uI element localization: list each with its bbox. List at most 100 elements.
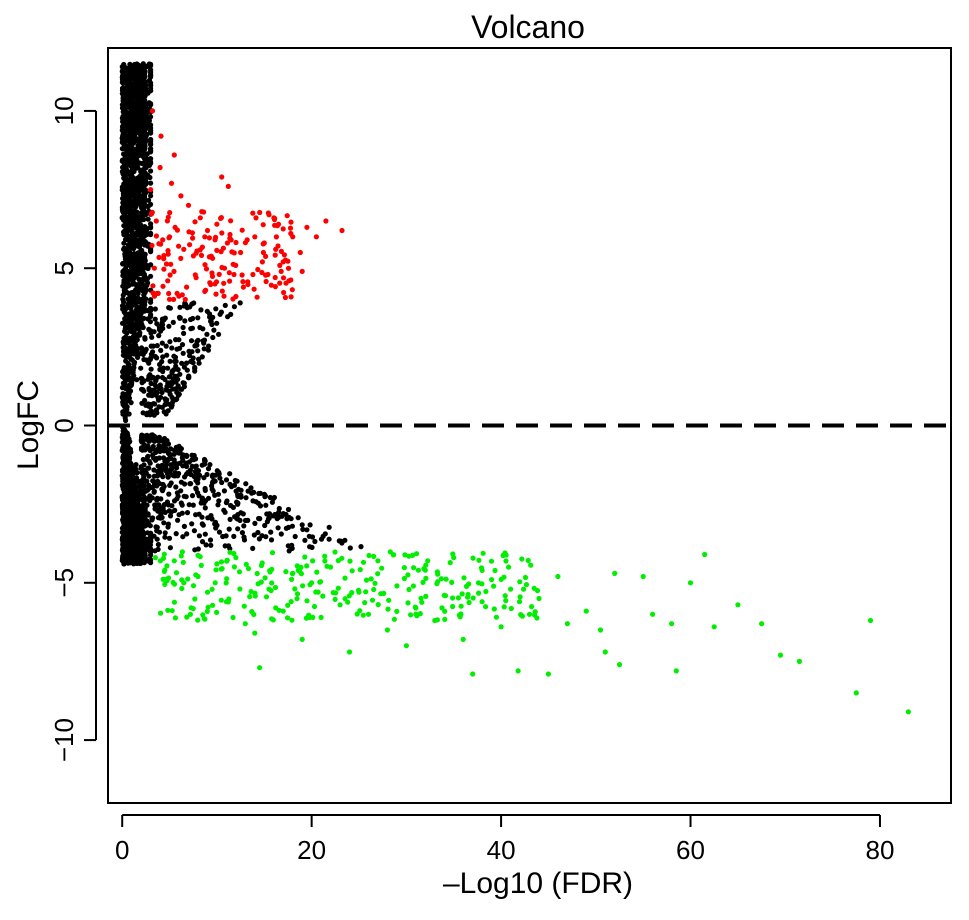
- point-not-significant: [192, 468, 198, 475]
- point-up: [218, 215, 224, 221]
- point-up: [224, 240, 230, 246]
- point-not-significant: [124, 156, 130, 163]
- point-down: [516, 599, 523, 605]
- point-down: [337, 602, 343, 608]
- point-down: [470, 595, 476, 601]
- point-not-significant: [159, 389, 165, 395]
- point-not-significant: [312, 538, 318, 545]
- point-down: [432, 617, 438, 624]
- point-not-significant: [121, 127, 127, 133]
- point-not-significant: [235, 500, 241, 506]
- point-down: [371, 586, 377, 593]
- point-not-significant: [173, 531, 179, 537]
- point-not-significant: [188, 326, 194, 332]
- point-up: [202, 234, 208, 240]
- point-not-significant: [165, 365, 171, 371]
- point-not-significant: [223, 477, 230, 483]
- point-not-significant: [141, 499, 147, 506]
- point-not-significant: [158, 328, 164, 334]
- point-down: [360, 612, 366, 618]
- point-not-significant: [216, 529, 223, 535]
- point-not-significant: [165, 450, 171, 456]
- point-not-significant: [139, 375, 145, 382]
- point-down: [441, 592, 447, 599]
- point-up: [153, 233, 159, 239]
- point-up: [199, 244, 205, 250]
- point-not-significant: [146, 392, 152, 398]
- point-down: [502, 593, 508, 599]
- point-not-significant: [198, 307, 204, 313]
- point-not-significant: [199, 539, 206, 545]
- point-not-significant: [167, 383, 173, 389]
- point-not-significant: [144, 536, 150, 542]
- point-not-significant: [142, 552, 148, 559]
- point-down: [346, 649, 353, 655]
- point-not-significant: [261, 491, 267, 497]
- point-not-significant: [139, 184, 145, 190]
- point-not-significant: [173, 373, 179, 379]
- point-down: [523, 582, 530, 588]
- point-up: [339, 227, 345, 234]
- point-not-significant: [205, 466, 212, 472]
- point-not-significant: [133, 75, 139, 81]
- point-not-significant: [128, 356, 134, 362]
- point-not-significant: [160, 505, 166, 511]
- point-down: [687, 580, 694, 586]
- point-not-significant: [130, 185, 136, 191]
- point-not-significant: [121, 523, 127, 529]
- point-not-significant: [127, 551, 134, 557]
- point-not-significant: [172, 358, 178, 364]
- point-not-significant: [189, 493, 196, 499]
- point-not-significant: [151, 489, 157, 495]
- x-tick-label: 60: [676, 835, 705, 865]
- point-not-significant: [142, 515, 148, 522]
- point-not-significant: [142, 508, 148, 514]
- point-not-significant: [127, 555, 133, 562]
- point-not-significant: [148, 539, 154, 545]
- point-not-significant: [138, 319, 144, 325]
- point-not-significant: [140, 85, 146, 91]
- point-up: [149, 242, 155, 249]
- point-up: [225, 183, 231, 189]
- point-up: [165, 214, 171, 220]
- point-not-significant: [284, 516, 290, 522]
- point-not-significant: [283, 525, 289, 531]
- point-not-significant: [183, 494, 189, 500]
- point-not-significant: [181, 330, 187, 336]
- point-down: [158, 610, 164, 616]
- point-not-significant: [200, 522, 206, 528]
- point-up: [254, 294, 260, 300]
- point-down: [288, 599, 294, 605]
- point-up: [197, 215, 203, 221]
- point-not-significant: [211, 478, 217, 484]
- point-down: [294, 596, 300, 602]
- point-not-significant: [186, 348, 192, 354]
- point-down: [335, 585, 341, 591]
- point-down: [479, 567, 485, 574]
- point-down: [405, 600, 411, 606]
- point-down: [224, 576, 230, 582]
- point-up: [157, 164, 163, 171]
- point-not-significant: [169, 394, 175, 401]
- point-not-significant: [154, 468, 161, 475]
- point-not-significant: [123, 417, 129, 424]
- point-down: [702, 551, 708, 558]
- point-down: [309, 580, 315, 586]
- point-not-significant: [272, 511, 278, 518]
- point-not-significant: [119, 473, 125, 479]
- point-not-significant: [122, 428, 128, 434]
- point-not-significant: [188, 316, 194, 323]
- point-not-significant: [200, 326, 206, 332]
- point-not-significant: [126, 138, 132, 144]
- point-up: [228, 218, 234, 224]
- point-not-significant: [153, 457, 159, 463]
- point-not-significant: [195, 315, 201, 321]
- point-up: [233, 239, 239, 246]
- point-not-significant: [192, 343, 198, 349]
- point-down: [459, 591, 465, 597]
- point-not-significant: [172, 470, 178, 476]
- point-up: [155, 290, 161, 296]
- point-not-significant: [237, 300, 243, 306]
